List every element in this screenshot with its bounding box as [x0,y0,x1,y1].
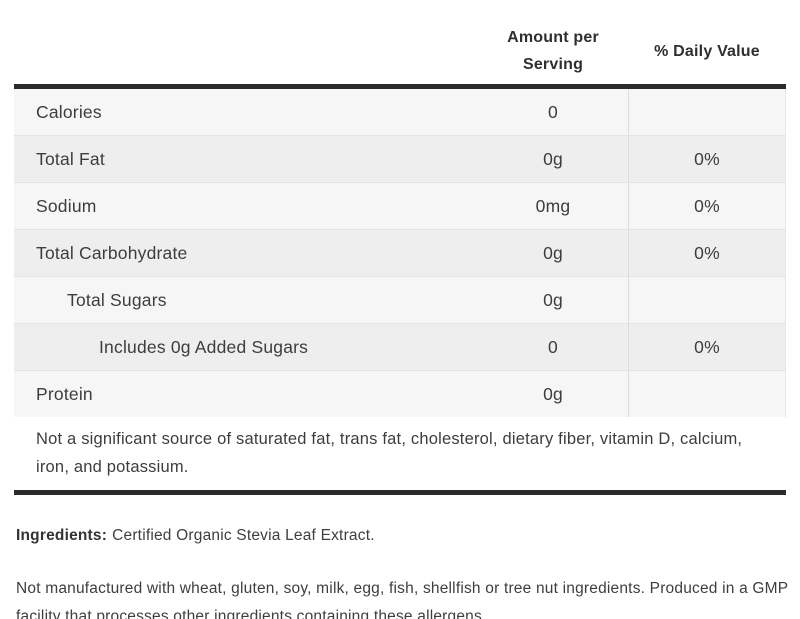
row-daily-value: 0% [628,136,786,182]
row-label: Total Sugars [67,289,167,310]
row-label: Total Carbohydrate [36,242,188,263]
row-amount: 0g [543,148,563,169]
row-label: Includes 0g Added Sugars [99,336,309,357]
table-row-sodium: Sodium 0mg 0% [14,182,786,229]
ingredients-text: Certified Organic Stevia Leaf Extract. [112,527,375,544]
not-significant-source-footnote: Not a significant source of saturated fa… [14,417,786,490]
row-amount: 0 [548,101,558,122]
row-label: Total Fat [36,148,105,169]
row-daily-value [628,371,786,417]
table-row-total-carbohydrate: Total Carbohydrate 0g 0% [14,229,786,276]
row-label: Sodium [36,195,97,216]
allergen-note: Not manufactured with wheat, gluten, soy… [16,580,789,619]
row-amount: 0g [543,289,563,310]
table-body: Calories 0 Total Fat 0g 0% Sodium 0mg 0%… [14,89,786,417]
table-header: Amount per Serving % Daily Value [14,0,786,84]
table-row-added-sugars: Includes 0g Added Sugars 0 0% [14,323,786,370]
table-row-total-sugars: Total Sugars 0g [14,276,786,323]
table-row-total-fat: Total Fat 0g 0% [14,135,786,182]
row-daily-value: 0% [628,324,786,370]
nutrition-facts-table: Amount per Serving % Daily Value Calorie… [14,0,786,495]
header-divider-bar [14,84,786,89]
row-daily-value: 0% [628,230,786,276]
daily-value-header: % Daily Value [654,42,760,60]
table-row-calories: Calories 0 [14,89,786,135]
ingredients-label: Ingredients: [16,527,108,544]
amount-per-serving-header: Amount per Serving [507,29,599,73]
row-amount: 0 [548,336,558,357]
row-amount: 0mg [535,195,571,216]
row-amount: 0g [543,242,563,263]
ingredients-line: Ingredients: Certified Organic Stevia Lea… [16,522,792,550]
table-row-protein: Protein 0g [14,370,786,417]
row-amount: 0g [543,383,563,404]
row-daily-value [628,277,786,323]
row-label: Calories [36,101,102,122]
row-daily-value [628,89,786,135]
row-label: Protein [36,383,93,404]
footer-divider-bar [14,490,786,495]
row-daily-value: 0% [628,183,786,229]
